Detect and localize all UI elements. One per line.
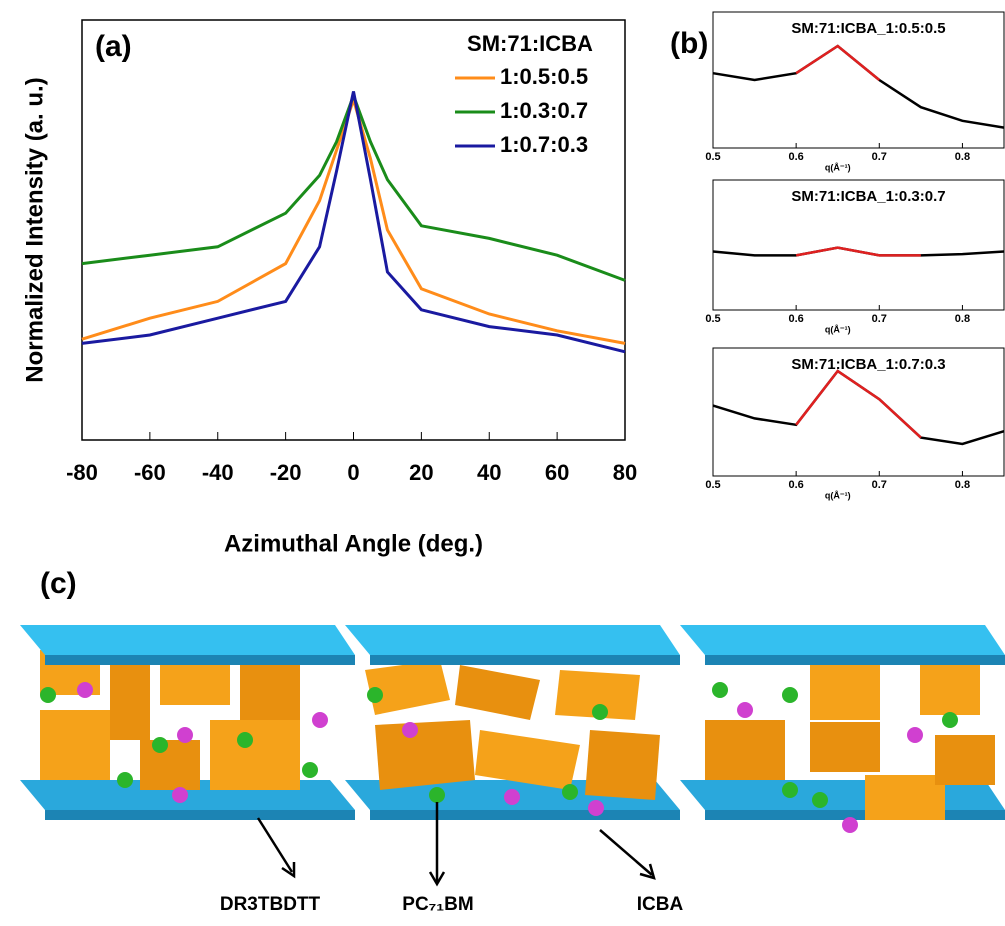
crystal	[240, 660, 300, 730]
legend-label: 1:0.5:0.5	[500, 64, 588, 89]
x-tick-label: 0.7	[872, 313, 887, 325]
x-tick-label: -80	[66, 460, 98, 485]
pc71bm	[429, 787, 445, 803]
series-line	[796, 371, 921, 438]
pc71bm	[592, 704, 608, 720]
label: ICBA	[637, 894, 684, 915]
x-tick-label: 20	[409, 460, 433, 485]
x-tick-label: 0.6	[788, 151, 803, 163]
icba	[77, 682, 93, 698]
slab-edge	[45, 655, 355, 665]
figure: (c) DR3TBDTT PC₇₁BM ICBA -80 -60 -40 -20 0 20…	[0, 0, 1005, 921]
pc71bm	[812, 792, 828, 808]
pc71bm	[152, 737, 168, 753]
pc71bm	[562, 784, 578, 800]
crystal	[705, 720, 785, 780]
pc71bm	[367, 687, 383, 703]
chart-title: SM:71:ICBA_1:0.5:0.5	[791, 20, 945, 37]
x-tick-label: 0.5	[705, 479, 720, 491]
chart-title: SM:71:ICBA_1:0.7:0.3	[791, 356, 945, 373]
legend-label: 1:0.7:0.3	[500, 132, 588, 157]
slab-edge	[45, 810, 355, 820]
icba	[588, 800, 604, 816]
icba	[177, 727, 193, 743]
x-tick-label: 0.8	[955, 151, 970, 163]
pc71bm	[117, 772, 133, 788]
legend-label: 1:0.3:0.7	[500, 98, 588, 123]
slab-edge	[370, 810, 680, 820]
crystal	[865, 775, 945, 820]
panel-label: (b)	[670, 27, 708, 60]
crystal	[810, 722, 880, 772]
pc71bm	[782, 687, 798, 703]
x-tick-label: -40	[202, 460, 234, 485]
chart-title: SM:71:ICBA_1:0.3:0.7	[791, 188, 945, 205]
icba	[312, 712, 328, 728]
x-axis-label: q(Å⁻¹)	[825, 162, 851, 172]
series-line	[796, 46, 879, 80]
label: PC₇₁BM	[402, 894, 473, 915]
x-tick-label: 0.7	[872, 151, 887, 163]
series-line	[713, 371, 1004, 444]
panel-label: (c)	[40, 567, 77, 600]
legend-title: SM:71:ICBA	[467, 31, 593, 56]
crystal	[140, 740, 200, 790]
x-tick-label: 0.8	[955, 479, 970, 491]
x-tick-label: 60	[545, 460, 569, 485]
crystal	[40, 710, 110, 780]
crystal	[935, 735, 995, 785]
x-tick-label: 0.7	[872, 479, 887, 491]
x-tick-label: 0	[347, 460, 359, 485]
x-tick-label: 0.6	[788, 479, 803, 491]
icba	[504, 789, 520, 805]
pc71bm	[942, 712, 958, 728]
x-tick-label: 80	[613, 460, 637, 485]
series-line	[82, 91, 625, 351]
pc71bm	[712, 682, 728, 698]
x-tick-label: 0.5	[705, 313, 720, 325]
illustration: (c) DR3TBDTT PC₇₁BM ICBA	[20, 567, 1005, 915]
crystal	[375, 720, 475, 790]
crystal	[210, 720, 300, 790]
top-slab	[680, 625, 1005, 655]
top-slab	[345, 625, 680, 655]
icba	[737, 702, 753, 718]
x-axis-label: Azimuthal Angle (deg.)	[224, 530, 483, 557]
pc71bm	[40, 687, 56, 703]
pc71bm	[237, 732, 253, 748]
series-line	[82, 96, 625, 281]
crystal	[585, 730, 660, 800]
pc71bm	[782, 782, 798, 798]
series-line	[713, 46, 1004, 128]
slab-edge	[370, 655, 680, 665]
x-tick-label: 0.5	[705, 151, 720, 163]
crystal	[810, 660, 880, 720]
series-line	[796, 248, 921, 256]
slab-edge	[705, 655, 1005, 665]
icba	[842, 817, 858, 833]
x-tick-label: 0.6	[788, 313, 803, 325]
pc71bm	[302, 762, 318, 778]
x-tick-label: -20	[270, 460, 302, 485]
panel-label: (a)	[95, 30, 132, 63]
x-axis-label: q(Å⁻¹)	[825, 490, 851, 500]
x-tick-label: 0.8	[955, 313, 970, 325]
crystal	[110, 660, 150, 740]
top-slab	[20, 625, 355, 655]
x-tick-label: 40	[477, 460, 501, 485]
x-axis-label: q(Å⁻¹)	[825, 324, 851, 334]
y-axis-label: Normalized Intensity (a. u.)	[21, 77, 48, 382]
icba	[172, 787, 188, 803]
icba	[907, 727, 923, 743]
slab-edge	[705, 810, 1005, 820]
icba	[402, 722, 418, 738]
label: DR3TBDTT	[220, 894, 321, 915]
crystal	[920, 660, 980, 715]
crystal	[455, 665, 540, 720]
x-tick-label: -60	[134, 460, 166, 485]
